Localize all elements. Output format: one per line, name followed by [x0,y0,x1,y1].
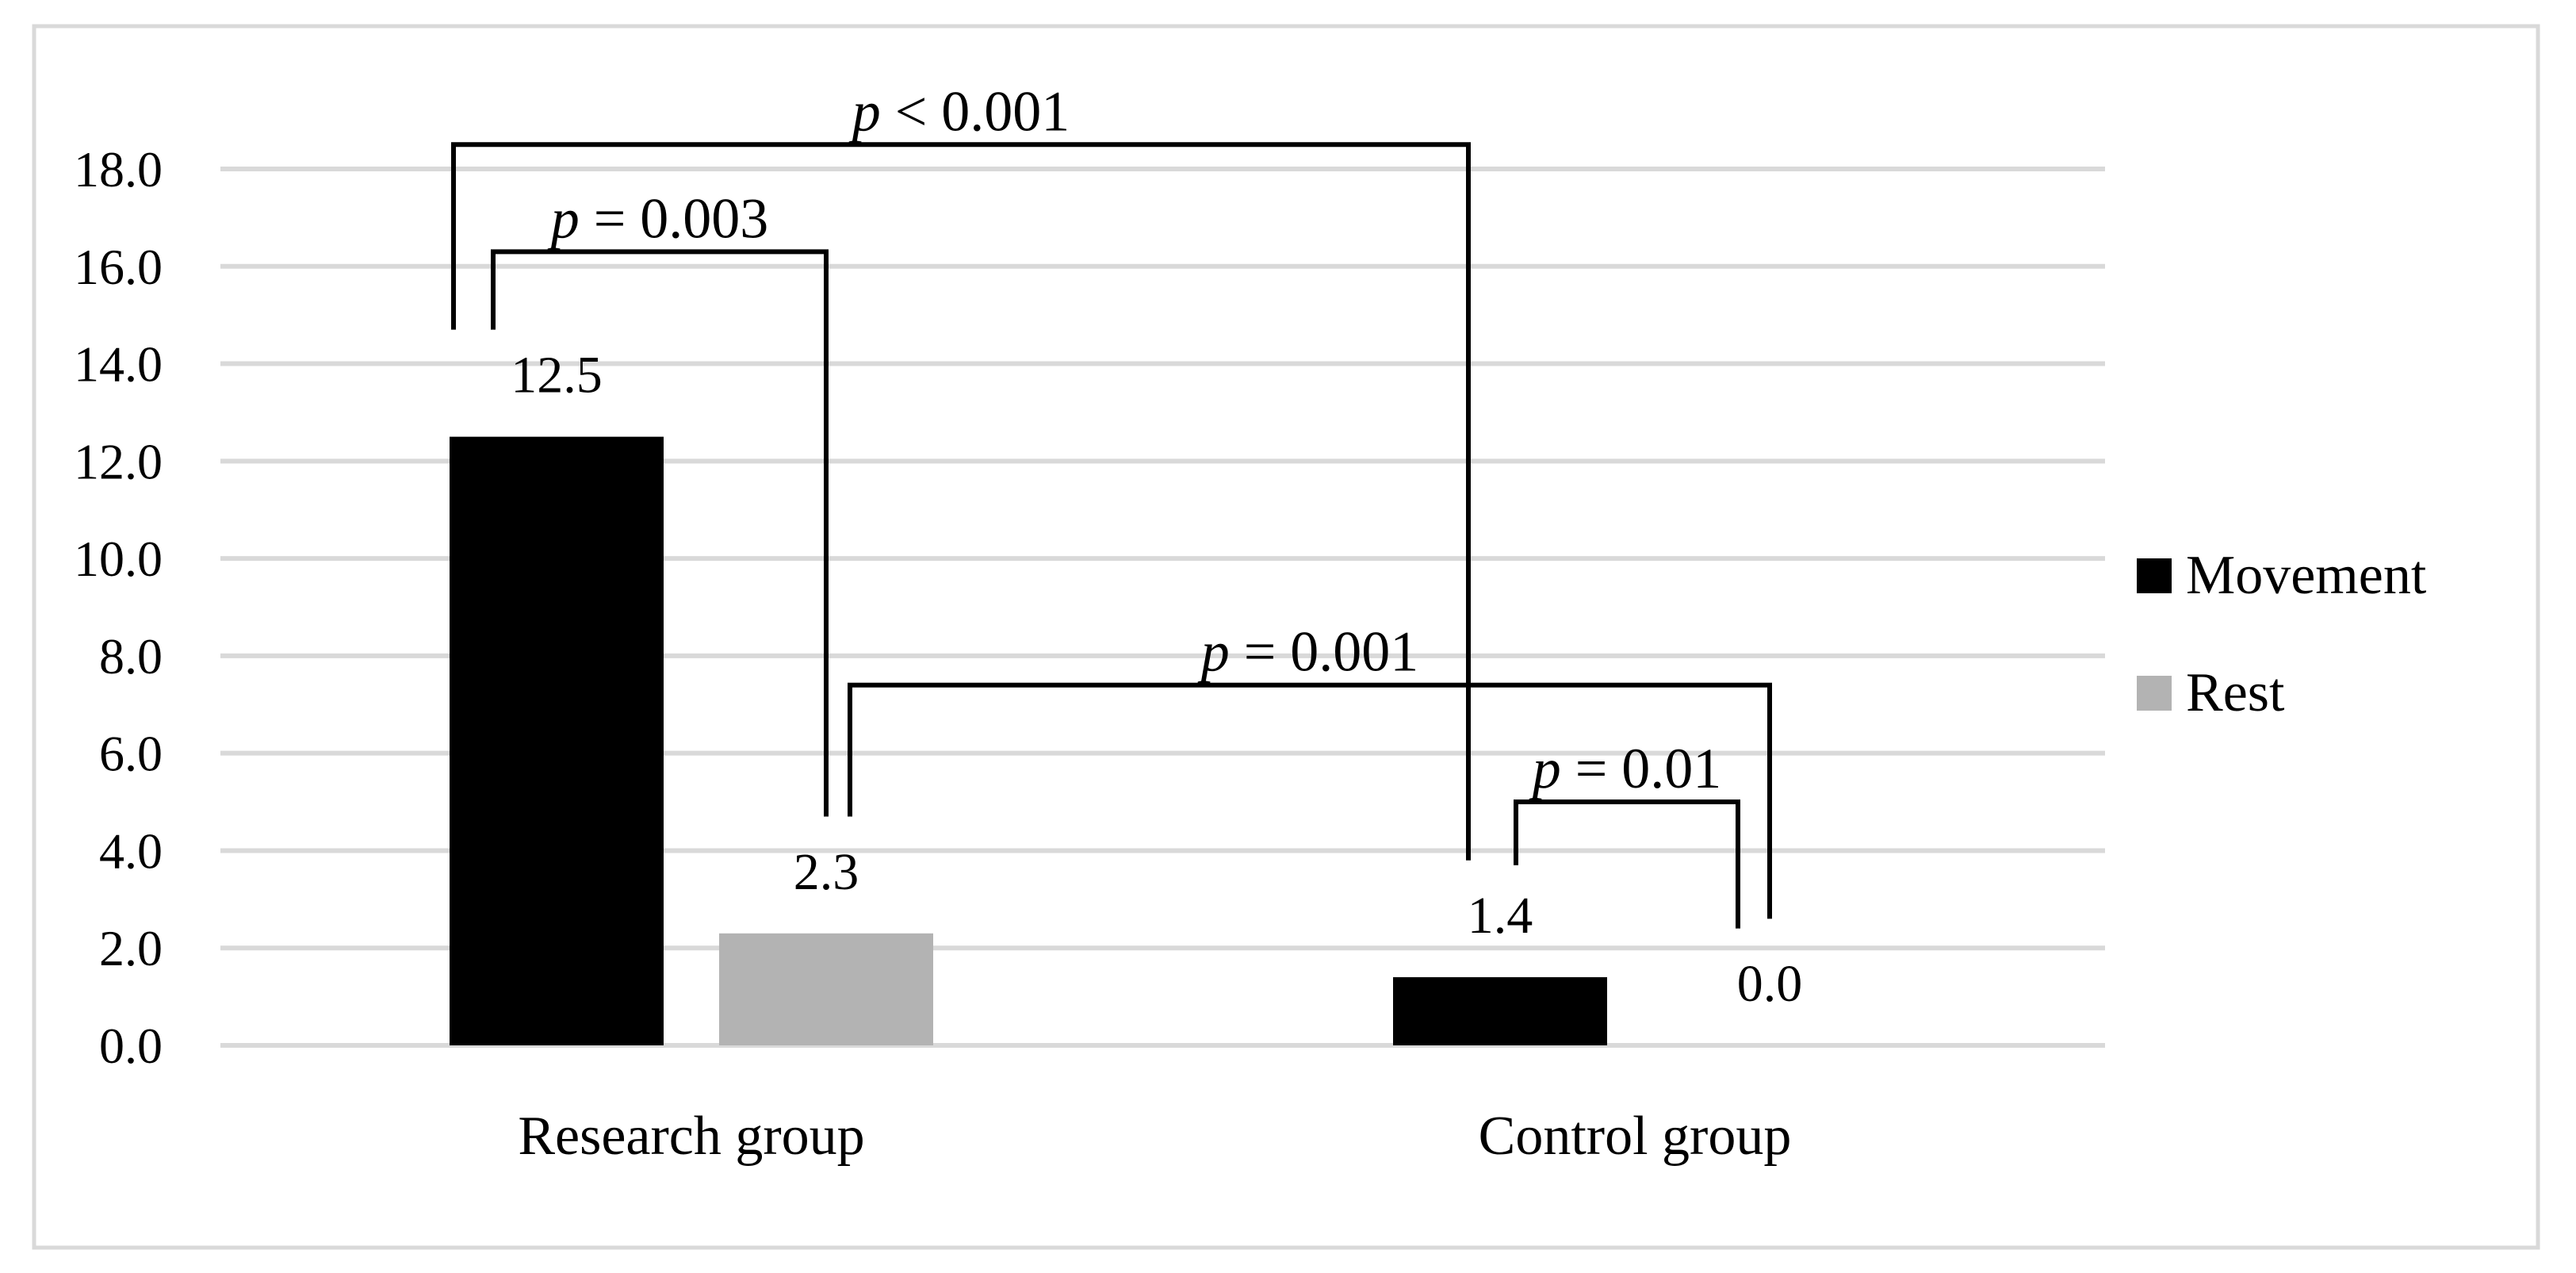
bar-rest-0 [719,933,933,1045]
y-tick-label: 18.0 [74,141,163,197]
bar-movement-0 [450,436,664,1045]
y-tick-label: 4.0 [99,822,163,879]
legend-label: Movement [2186,545,2427,606]
legend-label: Rest [2186,662,2285,723]
significance-bracket [451,142,1471,861]
legend: Movement Rest [2137,545,2427,723]
data-label: 1.4 [1468,887,1533,945]
bar-movement-1 [1393,977,1607,1045]
category-label: Research group [518,1106,864,1167]
category-labels: Research group Control group [518,1106,1791,1167]
data-label: 2.3 [794,843,859,901]
y-tick-label: 16.0 [74,239,163,295]
legend-swatch-rest [2137,676,2172,711]
p-value-label: p = 0.001 [1197,620,1419,684]
bars [450,436,1607,1045]
y-tick-label: 0.0 [99,1018,163,1074]
p-value-label: p = 0.01 [1529,737,1722,800]
legend-swatch-movement [2137,558,2172,593]
p-value-label: p = 0.003 [547,186,769,250]
y-tick-label: 14.0 [74,336,163,393]
y-tick-label: 12.0 [74,433,163,489]
significance-bracket [848,682,1772,919]
p-value-label: p < 0.001 [848,79,1070,143]
significance-brackets: p < 0.001 p = 0.003 p = 0.001 p = 0.01 [451,79,1772,929]
y-tick-label: 2.0 [99,920,163,976]
data-label: 0.0 [1737,955,1803,1013]
y-tick-label: 10.0 [74,531,163,587]
significance-bracket [491,249,829,817]
category-label: Control group [1479,1106,1792,1167]
data-labels: 12.5 1.4 2.3 0.0 [511,347,1802,1013]
y-axis-ticks: 0.0 2.0 4.0 6.0 8.0 10.0 12.0 14.0 16.0 18.0 [74,141,163,1074]
data-label: 12.5 [511,347,603,405]
y-tick-label: 6.0 [99,726,163,782]
significance-bracket [1514,799,1740,929]
y-tick-label: 8.0 [99,628,163,684]
